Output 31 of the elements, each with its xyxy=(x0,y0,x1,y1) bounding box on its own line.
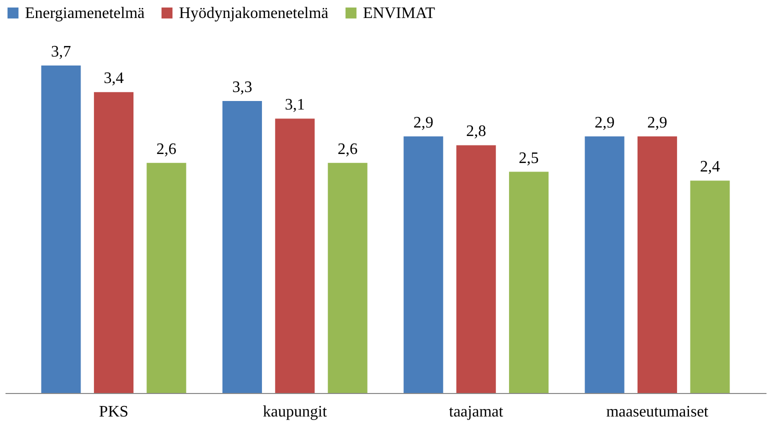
data-label: 3,7 xyxy=(51,44,72,61)
data-label: 2,9 xyxy=(594,114,615,132)
bar xyxy=(222,100,262,393)
data-label: 2,4 xyxy=(700,158,720,176)
bar xyxy=(328,162,368,393)
legend-label: Energiamenetelmä xyxy=(25,5,145,22)
bar xyxy=(584,136,624,393)
x-tick-label: PKS xyxy=(99,404,128,420)
bar xyxy=(456,145,496,393)
bar xyxy=(690,180,730,393)
legend-label: ENVIMAT xyxy=(363,5,436,22)
bar xyxy=(638,136,678,393)
bar xyxy=(509,172,549,393)
bar xyxy=(404,136,444,393)
data-label: 3,3 xyxy=(232,78,252,96)
data-label: 2,6 xyxy=(156,140,176,158)
x-tick-label: kaupungit xyxy=(262,404,328,420)
data-label: 3,1 xyxy=(284,96,305,114)
data-label: 2,9 xyxy=(413,114,434,132)
bar xyxy=(275,118,315,393)
legend-label: Hyödynjakomenetelmä xyxy=(179,5,328,22)
bar xyxy=(41,66,81,393)
data-label: 2,6 xyxy=(338,140,358,158)
bar xyxy=(146,162,186,393)
x-tick-label: maaseutumaiset xyxy=(606,404,709,420)
x-tick-label: taajamat xyxy=(449,404,504,420)
bar xyxy=(94,92,134,393)
data-label: 2,8 xyxy=(466,123,486,140)
data-label: 2,9 xyxy=(647,114,668,132)
data-label: 2,5 xyxy=(518,150,539,167)
data-label: 3,4 xyxy=(104,70,124,88)
